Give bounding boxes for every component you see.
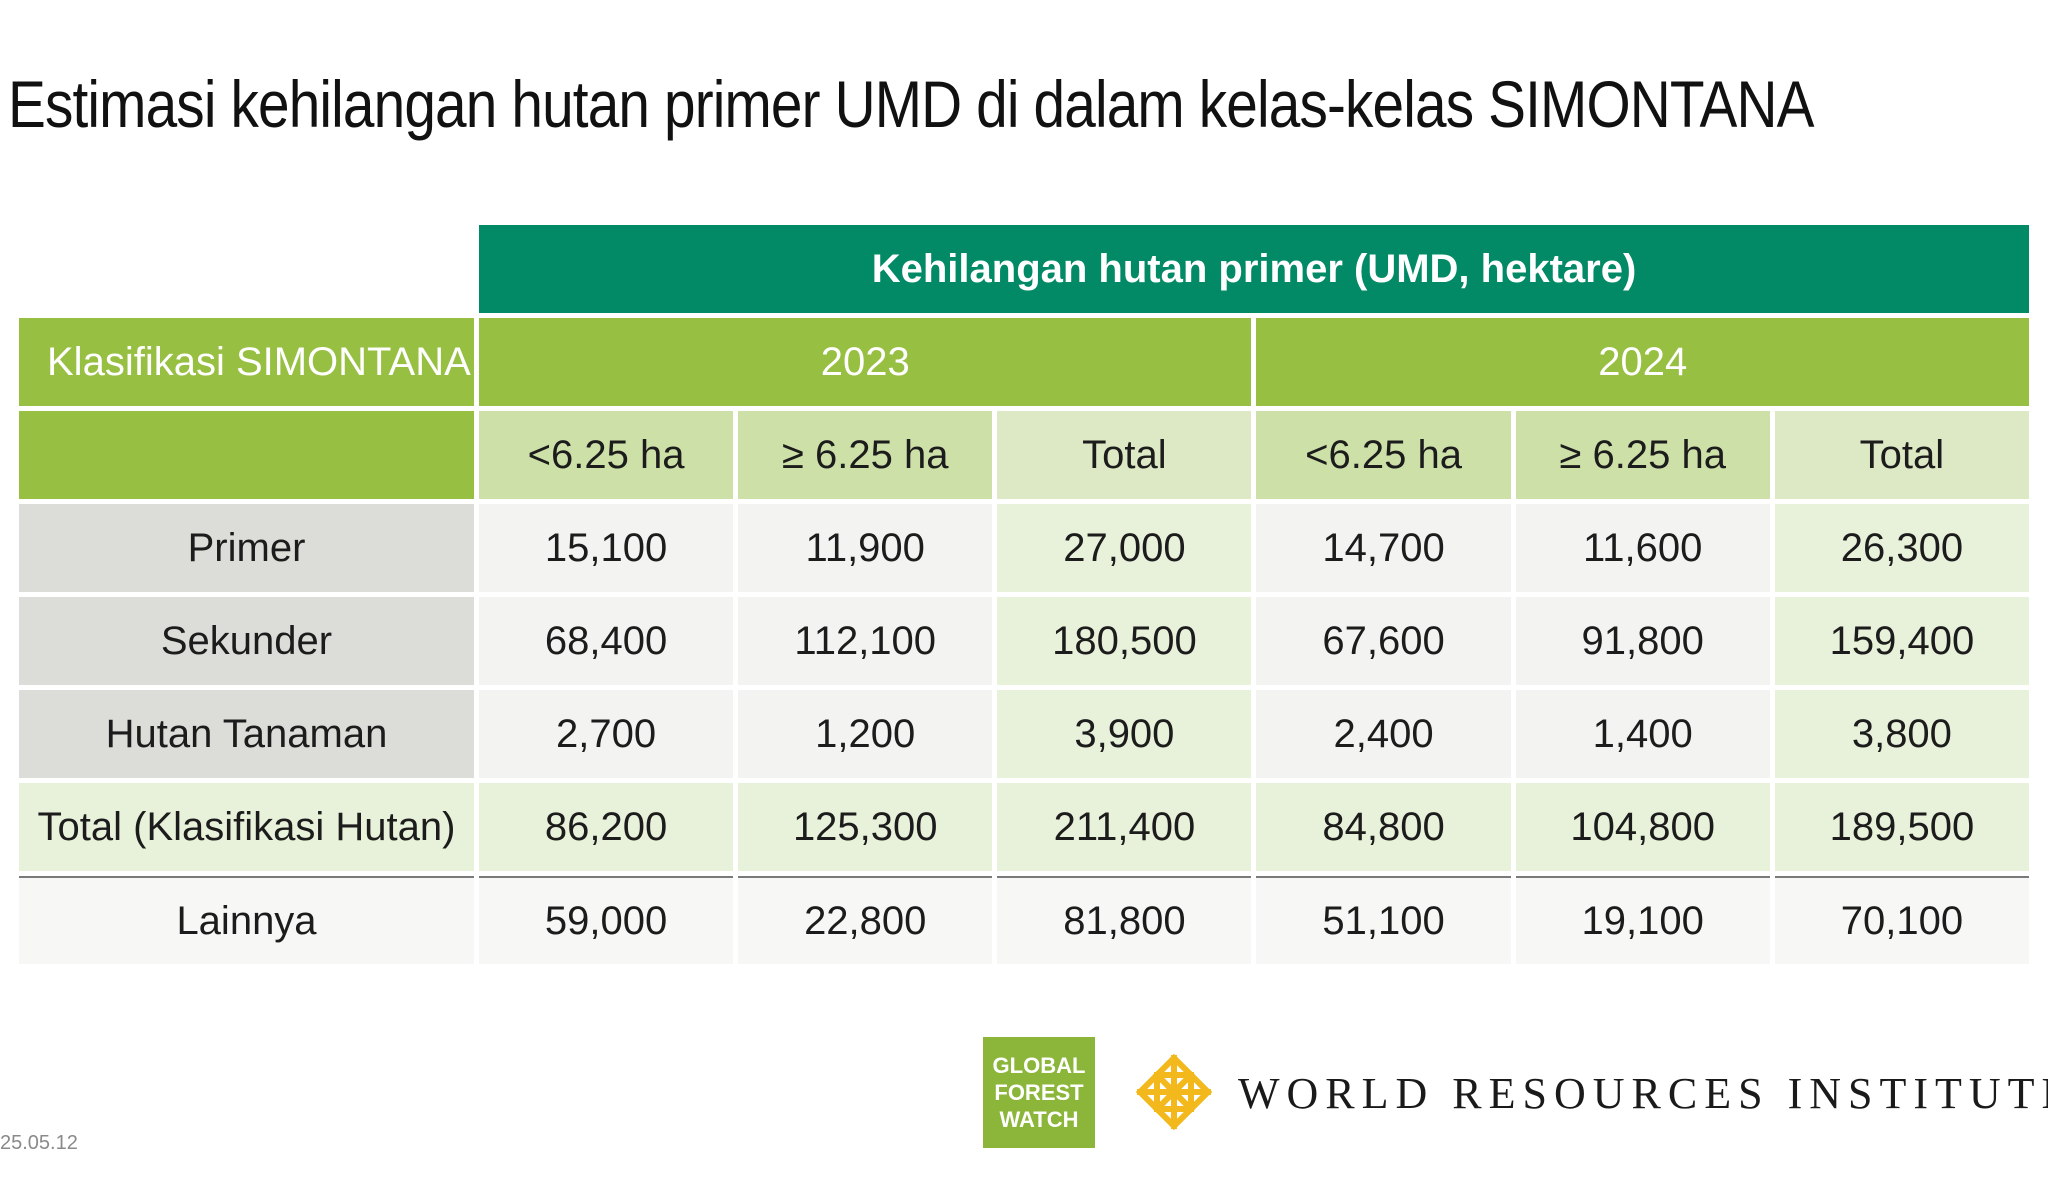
table-cell: 51,100 [1256,876,1511,964]
table-cell-total: 70,100 [1774,876,2029,964]
table-cell: 15,100 [479,504,734,592]
row-label: Lainnya [19,876,474,964]
table-cell-total: 211,400 [997,783,1252,871]
row-label: Primer [19,504,474,592]
table-cell-total: 81,800 [997,876,1252,964]
date-stamp: 25.05.12 [0,1132,78,1154]
table-cell-total: 27,000 [997,504,1252,592]
table-cell: 68,400 [479,597,734,685]
table-cell: 19,100 [1515,876,1770,964]
subheader-cell: <6.25 ha [479,411,734,499]
corner-blank [19,225,474,313]
table-cell-total: 3,900 [997,690,1252,778]
gfw-logo-line: FOREST [994,1080,1084,1105]
forest-loss-table: Kehilangan hutan primer (UMD, hektare) K… [14,220,2034,969]
subheader-cell: <6.25 ha [1256,411,1511,499]
row-label: Sekunder [19,597,474,685]
table-cell: 11,600 [1515,504,1770,592]
table-cell: 2,700 [479,690,734,778]
table-cell: 14,700 [1256,504,1511,592]
table-cell: 2,400 [1256,690,1511,778]
subheader-cell: ≥ 6.25 ha [738,411,993,499]
page-title: Estimasi kehilangan hutan primer UMD di … [8,67,1814,141]
table-row: Lainnya 59,000 22,800 81,800 51,100 19,1… [19,876,2029,964]
table-cell: 11,900 [738,504,993,592]
table-row-total: Total (Klasifikasi Hutan) 86,200 125,300… [19,783,2029,871]
gfw-logo-line: WATCH [999,1107,1079,1132]
subheader-blank [19,411,474,499]
table-cell: 91,800 [1515,597,1770,685]
table-cell: 84,800 [1256,783,1511,871]
table-cell: 59,000 [479,876,734,964]
table-cell-total: 3,800 [1774,690,2029,778]
gfw-logo-line: GLOBAL [992,1053,1086,1078]
row-label: Total (Klasifikasi Hutan) [19,783,474,871]
wri-logo-name: WORLD RESOURCES INSTITUTE [1238,1069,2048,1118]
table-cell-total: 26,300 [1774,504,2029,592]
table-row: Sekunder 68,400 112,100 180,500 67,600 9… [19,597,2029,685]
table-cell: 1,200 [738,690,993,778]
row-header-label: Klasifikasi SIMONTANA [19,318,474,406]
table-cell: 67,600 [1256,597,1511,685]
year-header-2023: 2023 [479,318,1252,406]
wri-logo-mark-icon [1135,1053,1213,1131]
table-cell: 22,800 [738,876,993,964]
table-row: Hutan Tanaman 2,700 1,200 3,900 2,400 1,… [19,690,2029,778]
table-row: Primer 15,100 11,900 27,000 14,700 11,60… [19,504,2029,592]
table-cell: 1,400 [1515,690,1770,778]
table-cell-total: 189,500 [1774,783,2029,871]
table-cell: 86,200 [479,783,734,871]
table-main-header: Kehilangan hutan primer (UMD, hektare) [479,225,2029,313]
subheader-cell: ≥ 6.25 ha [1515,411,1770,499]
year-header-2024: 2024 [1256,318,2029,406]
table-cell-total: 180,500 [997,597,1252,685]
global-forest-watch-logo: GLOBAL FOREST WATCH [983,1037,1095,1148]
subheader-cell: Total [1774,411,2029,499]
row-label: Hutan Tanaman [19,690,474,778]
table-cell: 104,800 [1515,783,1770,871]
table-cell-total: 159,400 [1774,597,2029,685]
table-cell: 112,100 [738,597,993,685]
subheader-cell: Total [997,411,1252,499]
table-cell: 125,300 [738,783,993,871]
